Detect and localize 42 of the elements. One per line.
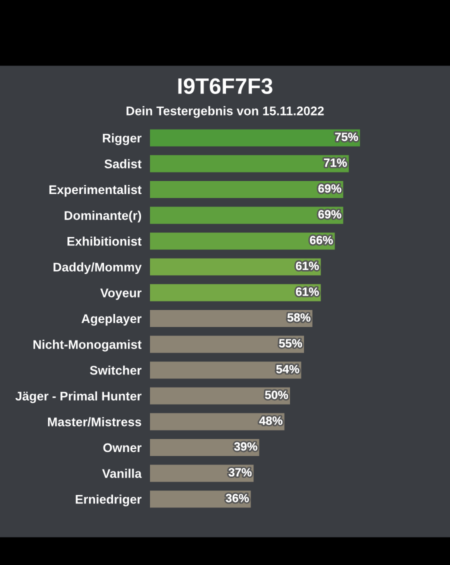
chart-subtitle: Dein Testergebnis von 15.11.2022 (126, 106, 324, 118)
y-tick-label: Dominante(r) (64, 210, 142, 222)
bar (150, 310, 312, 328)
data-label: 71% (324, 158, 347, 167)
y-tick-label: Daddy/Mommy (54, 262, 142, 274)
data-label: 36% (226, 494, 249, 502)
data-label: 69% (318, 210, 342, 218)
data-label: 58% (287, 313, 310, 322)
data-label: 39% (234, 442, 258, 451)
y-tick-label: Voyeur (100, 288, 142, 300)
data-label: 48% (259, 416, 282, 425)
y-tick-label: Experimentalist (49, 184, 142, 197)
y-tick-label: Vanilla (102, 468, 142, 478)
data-label: 75% (335, 132, 358, 142)
bar (150, 206, 344, 224)
data-label: 69% (318, 184, 342, 193)
bar (150, 258, 321, 276)
data-label: 61% (296, 288, 319, 296)
bar (150, 232, 335, 250)
data-label: 61% (296, 262, 319, 270)
bar (150, 155, 349, 172)
data-label: 50% (265, 390, 288, 400)
data-label: 54% (276, 364, 300, 374)
y-tick-label: Rigger (102, 133, 142, 146)
y-tick-label: Nicht-Monogamist (33, 340, 142, 352)
bar (150, 284, 321, 302)
bar (150, 336, 304, 353)
chart-title: I9T6F7F3 (178, 78, 272, 94)
bar (150, 180, 344, 198)
y-tick-label: Erniedriger (76, 494, 142, 506)
y-tick-label: Switcher (90, 366, 142, 375)
bar (150, 362, 302, 379)
bar (150, 129, 360, 146)
y-tick-label: Master/Mistress (48, 417, 142, 426)
data-label: 66% (310, 236, 333, 244)
y-tick-label: Exhibitionist (68, 236, 142, 246)
y-tick-label: Ageplayer (82, 314, 142, 326)
data-label: 37% (228, 468, 252, 476)
y-tick-label: Sadist (104, 159, 142, 168)
data-label: 55% (279, 339, 302, 348)
y-tick-label: Jäger - Primal Hunter (15, 391, 142, 404)
y-tick-label: Owner (103, 443, 142, 452)
